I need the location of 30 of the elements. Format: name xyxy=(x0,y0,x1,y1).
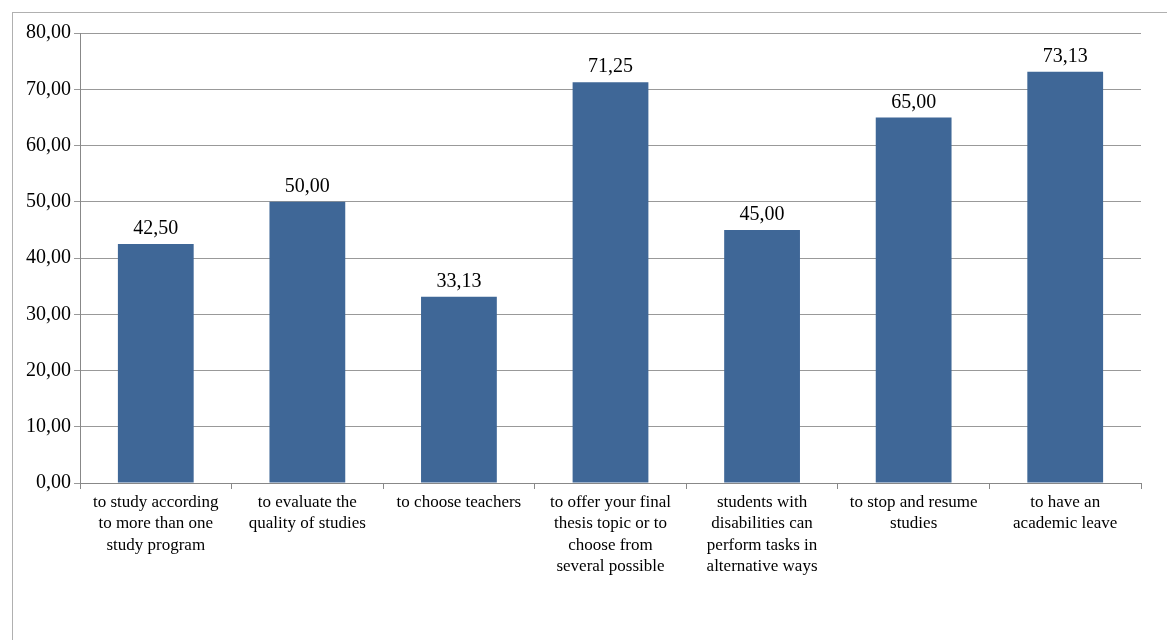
x-tick-label: to study according to more than one study program xyxy=(92,492,220,554)
bar xyxy=(421,296,497,483)
y-tick-label: 10,00 xyxy=(26,414,71,436)
bar xyxy=(1027,71,1104,483)
y-tick-label: 60,00 xyxy=(26,132,71,155)
x-tick-label: to offer your final thesis topic or to choose from several possible xyxy=(549,492,672,575)
data-label: 73,13 xyxy=(1042,43,1088,66)
y-tick-label: 80,00 xyxy=(26,20,71,43)
x-tick-label: students with disabilities can perform tasks in alternative ways xyxy=(706,492,818,575)
x-tick-label: to stop and resume studies xyxy=(849,492,978,533)
bar xyxy=(724,229,800,483)
y-tick-label: 50,00 xyxy=(26,189,71,211)
data-label: 71,25 xyxy=(588,54,633,77)
bar xyxy=(269,201,346,483)
bar xyxy=(875,117,952,483)
data-label: 42,50 xyxy=(133,216,179,239)
y-tick-label: 0,00 xyxy=(36,470,71,493)
x-tick-label: to choose teachers xyxy=(396,492,522,512)
data-label: 50,00 xyxy=(284,174,330,196)
data-label: 33,13 xyxy=(436,268,482,291)
data-label: 65,00 xyxy=(891,89,937,112)
y-tick-label: 20,00 xyxy=(26,357,71,380)
bar xyxy=(117,243,194,483)
bar xyxy=(572,82,649,483)
x-tick-label: to evaluate the quality of studies xyxy=(248,492,366,533)
data-label: 45,00 xyxy=(739,202,785,225)
y-tick-label: 40,00 xyxy=(26,245,71,268)
y-tick-label: 30,00 xyxy=(26,301,71,324)
y-tick-label: 70,00 xyxy=(26,76,71,99)
x-tick-label: to have an academic leave xyxy=(1013,492,1118,533)
